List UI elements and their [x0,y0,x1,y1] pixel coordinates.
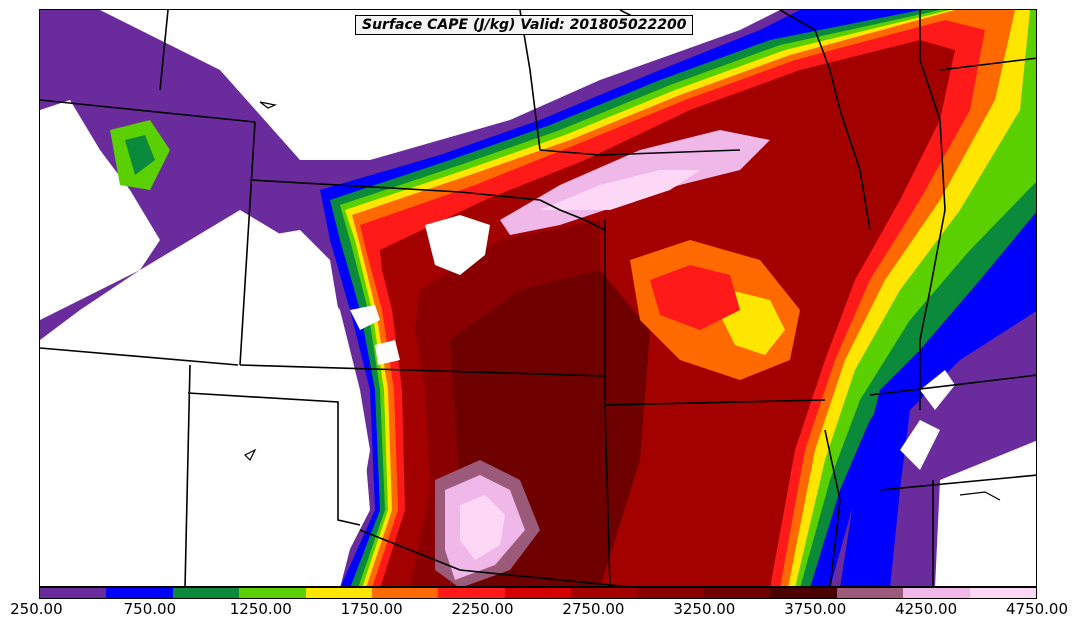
colorbar-tick-label: 2750.00 [562,600,625,618]
colorbar-tick-label: 3750.00 [784,600,847,618]
colorbar-swatch [836,588,904,598]
colorbar-tick-label: 3250.00 [673,600,736,618]
colorbar-swatch [903,588,970,598]
colorbar-swatch [704,588,771,598]
colorbar-swatch [106,588,173,598]
colorbar-swatch [172,588,240,598]
colorbar-swatch [305,588,373,598]
cape-map [40,10,1036,586]
lake-outlines [243,101,1001,501]
colorbar-ticks: 250.00 750.00 1250.00 1750.00 2250.00 2750.00… [0,600,1081,626]
colorbar-swatch [770,588,837,598]
colorbar [39,587,1037,599]
map-title: Surface CAPE (J/kg) Valid: 201805022200 [355,15,694,35]
colorbar-swatch [969,588,1037,598]
colorbar-swatch [438,588,505,598]
map-panel [39,9,1037,587]
colorbar-tick-label: 1250.00 [229,600,292,618]
colorbar-swatch [637,588,705,598]
colorbar-tick-label: 750.00 [123,600,177,618]
state-borders [40,10,1036,586]
colorbar-swatch [504,588,572,598]
colorbar-swatch [239,588,306,598]
colorbar-tick-label: 2250.00 [451,600,514,618]
colorbar-tick-label: 1750.00 [340,600,403,618]
colorbar-swatch [40,588,107,598]
cape-shading [40,10,1036,586]
colorbar-swatch [571,588,638,598]
colorbar-tick-label: 4250.00 [895,600,958,618]
colorbar-tick-label: 4750.00 [1005,600,1069,618]
colorbar-swatch [372,588,439,598]
colorbar-tick-label: 250.00 [10,600,63,618]
